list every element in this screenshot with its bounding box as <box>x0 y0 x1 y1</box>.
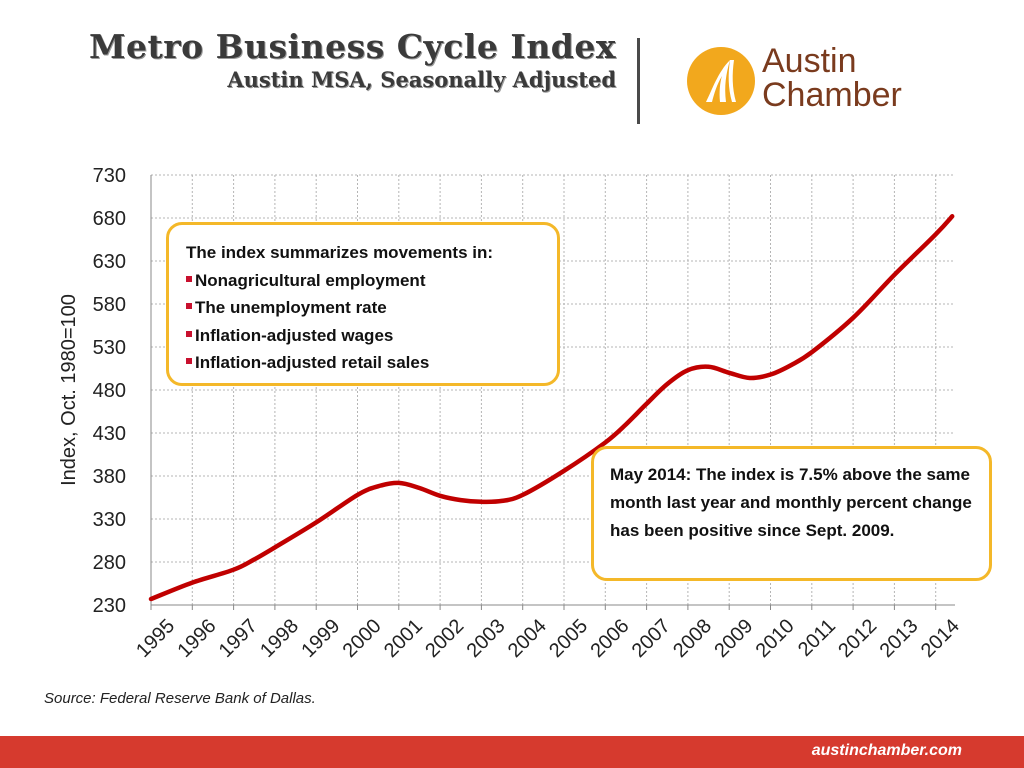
square-bullet-icon <box>186 358 192 364</box>
list-item-label: Nonagricultural employment <box>195 270 426 290</box>
x-tick-labels: 1995199619971998199920002001200220032004… <box>132 615 964 662</box>
x-tick-label: 2010 <box>752 615 799 662</box>
y-tick-label: 230 <box>93 595 126 617</box>
x-tick-label: 2006 <box>586 615 633 662</box>
y-axis-label: Index, Oct. 1980=100 <box>58 294 80 486</box>
square-bullet-icon <box>186 303 192 309</box>
x-tick-label: 1997 <box>215 615 262 662</box>
austin-chamber-logo-icon <box>687 47 755 115</box>
page-title: Metro Business Cycle Index <box>88 27 616 66</box>
y-tick-label: 530 <box>93 337 126 359</box>
x-tick-label: 2000 <box>339 615 386 662</box>
list-item-label: Inflation-adjusted wages <box>195 325 394 345</box>
x-tick-label: 2001 <box>380 615 427 662</box>
footer-bar: austinchamber.com <box>0 736 1024 768</box>
logo-glyph <box>706 60 730 102</box>
logo-text-line1: Austin <box>762 42 857 80</box>
y-tick-label: 580 <box>93 294 126 316</box>
x-tick-label: 2011 <box>794 615 840 661</box>
title-divider <box>637 38 640 124</box>
y-tick-label: 630 <box>93 251 126 273</box>
list-item: Inflation-adjusted wages <box>186 322 543 350</box>
x-tick-label: 2002 <box>421 615 468 662</box>
components-heading: The index summarizes movements in: <box>186 243 494 262</box>
note-text: May 2014: The index is 7.5% above the sa… <box>610 465 972 540</box>
y-tick-label: 380 <box>93 466 126 488</box>
x-tick-label: 2004 <box>504 615 551 662</box>
logo-wordmark: Austin Chamber <box>762 44 902 112</box>
note-callout: May 2014: The index is 7.5% above the sa… <box>591 446 992 581</box>
list-item: Nonagricultural employment <box>186 267 543 295</box>
series-layer <box>148 214 955 602</box>
x-tick-label: 2009 <box>710 615 757 662</box>
components-list: Nonagricultural employment The unemploym… <box>186 267 543 377</box>
logo-glyph-stroke <box>728 60 736 102</box>
x-tick-label: 2005 <box>545 615 592 662</box>
x-tick-label: 2008 <box>669 615 716 662</box>
axes <box>150 175 955 610</box>
x-tick-label: 2014 <box>917 615 964 662</box>
x-tick-label: 1996 <box>173 615 220 662</box>
y-tick-label: 480 <box>93 380 126 402</box>
square-bullet-icon <box>186 275 192 282</box>
x-tick-label: 1999 <box>297 615 344 662</box>
components-callout: The index summarizes movements in: Nonag… <box>166 222 560 386</box>
list-item-label: Inflation-adjusted retail sales <box>195 353 430 372</box>
logo-text-line2: Chamber <box>762 76 902 114</box>
x-tick-label: 2013 <box>876 615 923 662</box>
series-line <box>148 214 955 602</box>
square-bullet-icon <box>186 330 192 337</box>
header: Metro Business Cycle Index Austin MSA, S… <box>89 28 616 94</box>
x-tick-label: 2007 <box>628 615 675 662</box>
x-tick-label: 1998 <box>256 615 303 662</box>
y-tick-labels: 230 280 330 380 430 480 530 580 630 680 730 <box>93 165 126 617</box>
y-tick-label: 280 <box>93 552 126 574</box>
y-tick-label: 680 <box>93 208 126 230</box>
footer-url[interactable]: austinchamber.com <box>811 742 962 759</box>
list-item-label: The unemployment rate <box>195 298 387 317</box>
x-tick-label: 2003 <box>463 615 510 662</box>
source-note: Source: Federal Reserve Bank of Dallas. <box>44 690 316 707</box>
list-item: The unemployment rate <box>186 294 543 322</box>
y-tick-label: 430 <box>93 423 126 445</box>
page-subtitle: Austin MSA, Seasonally Adjusted <box>227 67 616 92</box>
y-tick-label: 330 <box>93 509 126 531</box>
y-tick-label: 730 <box>93 165 126 187</box>
x-tick-label: 1995 <box>132 615 179 662</box>
x-tick-label: 2012 <box>834 615 881 662</box>
list-item: Inflation-adjusted retail sales <box>186 349 543 377</box>
